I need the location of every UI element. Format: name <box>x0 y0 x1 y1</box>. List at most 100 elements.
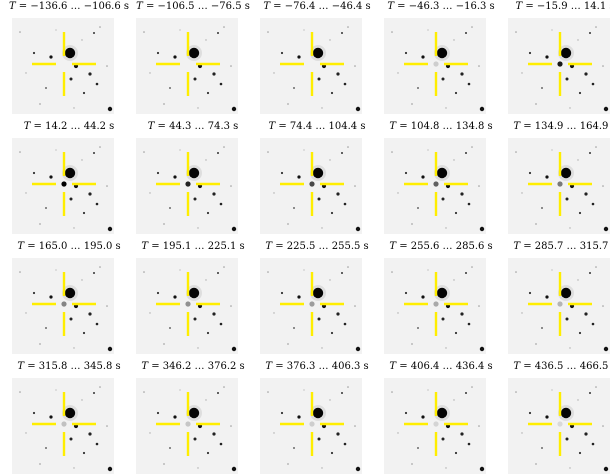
faint-star <box>273 72 275 74</box>
sky-image-panel <box>384 18 486 114</box>
faint-star <box>197 347 199 349</box>
crosshair-marker <box>156 392 220 456</box>
star <box>293 87 295 89</box>
faint-star <box>411 103 413 105</box>
faint-star <box>197 107 199 109</box>
star <box>584 192 588 196</box>
star <box>603 106 609 112</box>
faint-star <box>55 269 57 271</box>
faint-star <box>287 463 289 465</box>
sky-image-panel <box>12 18 114 114</box>
faint-star <box>25 72 27 74</box>
star <box>88 312 92 316</box>
crosshair-marker <box>32 32 96 96</box>
star <box>454 451 458 455</box>
sky-image <box>12 258 114 354</box>
faint-star <box>19 31 21 33</box>
crosshair-marker <box>32 272 96 336</box>
faint-star <box>149 312 151 314</box>
time-range: = −46.3 … −16.3 s <box>397 1 495 12</box>
sky-image <box>12 378 114 474</box>
faint-star <box>521 72 523 74</box>
faint-star <box>445 107 447 109</box>
frame-time-label: T = 195.1 … 225.1 s <box>130 240 256 254</box>
transient-source <box>433 421 439 427</box>
faint-star <box>149 432 151 434</box>
sky-image <box>260 378 362 474</box>
star <box>280 291 284 295</box>
star <box>421 415 425 419</box>
star <box>317 77 321 81</box>
star <box>479 226 485 232</box>
faint-star <box>397 432 399 434</box>
faint-star <box>577 279 579 281</box>
faint-star <box>354 425 356 427</box>
star <box>404 411 408 415</box>
time-range: = 315.8 … 345.8 s <box>27 361 121 372</box>
faint-star <box>535 343 537 345</box>
frame-time-label: T = 285.7 … 315.7 s <box>502 240 610 254</box>
time-symbol: T <box>389 241 396 252</box>
star <box>460 312 464 316</box>
faint-star <box>197 227 199 229</box>
frame-time-label: T = −76.4 … −46.4 s <box>254 0 380 14</box>
faint-star <box>397 72 399 74</box>
crosshair-marker <box>156 32 220 96</box>
star <box>465 32 467 34</box>
faint-star <box>39 463 41 465</box>
star <box>465 152 467 154</box>
star <box>528 51 532 55</box>
faint-star <box>602 185 604 187</box>
faint-star <box>329 159 331 161</box>
faint-star <box>273 312 275 314</box>
star <box>169 87 171 89</box>
star <box>206 451 210 455</box>
star <box>421 175 425 179</box>
time-symbol: T <box>515 1 523 12</box>
sky-image <box>136 378 238 474</box>
faint-star <box>81 399 83 401</box>
sky-image-panel <box>508 138 610 234</box>
sky-image-panel <box>260 378 362 474</box>
faint-star <box>106 65 108 67</box>
star <box>578 331 582 335</box>
faint-star <box>602 425 604 427</box>
crosshair-marker <box>404 392 468 456</box>
faint-star <box>267 391 269 393</box>
star <box>217 32 219 34</box>
transient-source <box>309 421 315 427</box>
time-range: = −76.4 … −46.4 s <box>273 1 371 12</box>
sky-image <box>260 18 362 114</box>
time-symbol: T <box>389 361 396 372</box>
faint-star <box>329 279 331 281</box>
faint-star <box>551 149 553 151</box>
sky-image-panel <box>136 18 238 114</box>
faint-star <box>321 107 323 109</box>
sky-image <box>136 258 238 354</box>
star <box>541 207 543 209</box>
crosshair-marker <box>528 152 592 216</box>
bright-star <box>312 407 324 419</box>
faint-star <box>205 159 207 161</box>
bright-star <box>312 287 324 299</box>
star <box>69 437 73 441</box>
star <box>541 327 543 329</box>
faint-star <box>205 399 207 401</box>
star <box>293 447 295 449</box>
bright-star <box>188 287 200 299</box>
time-range: = 195.1 … 225.1 s <box>151 241 245 252</box>
faint-star <box>163 223 165 225</box>
time-symbol: T <box>387 1 394 12</box>
star <box>82 91 86 95</box>
bright-star <box>312 167 324 179</box>
bright-star <box>560 287 572 299</box>
frame-time-label: T = 134.9 … 164.9 s <box>502 120 610 134</box>
star <box>297 55 301 59</box>
faint-star <box>347 266 349 268</box>
star <box>32 171 36 175</box>
faint-star <box>354 65 356 67</box>
frame-time-label: T = 436.5 … 466.5 s <box>502 360 610 374</box>
star <box>336 192 340 196</box>
star <box>467 322 471 326</box>
star <box>32 51 36 55</box>
